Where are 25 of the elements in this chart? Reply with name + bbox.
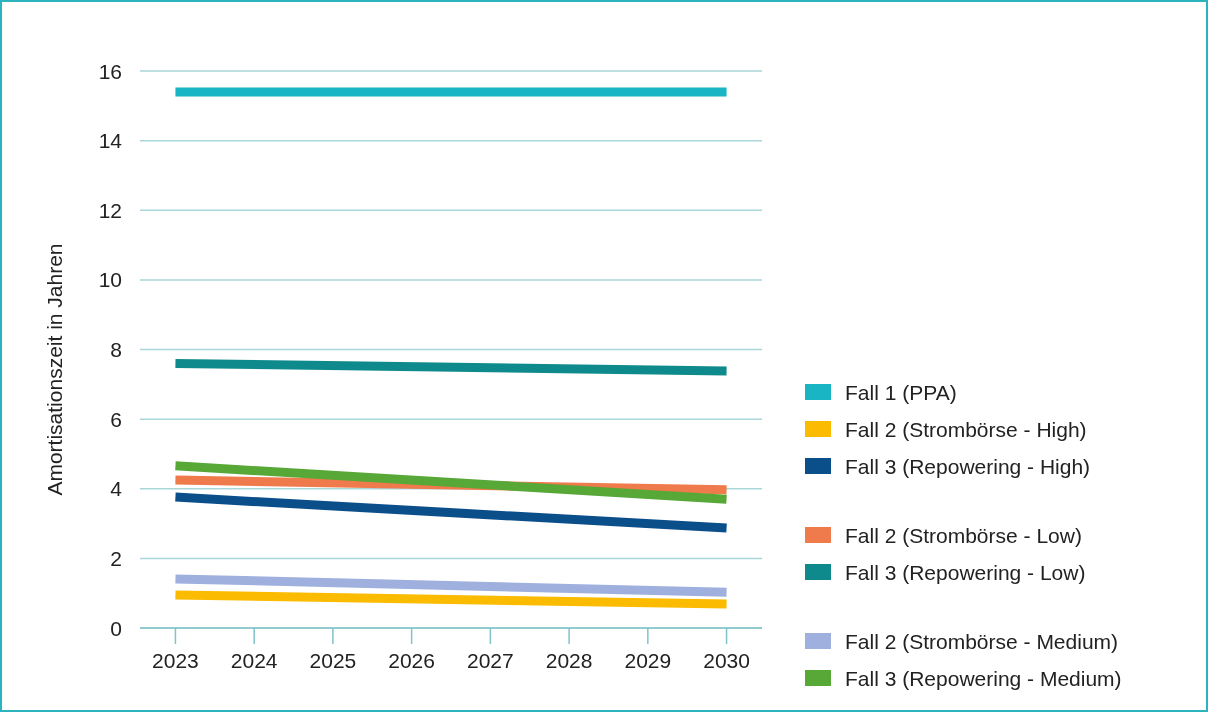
x-tick-label: 2030 — [703, 649, 750, 672]
legend-label: Fall 1 (PPA) — [845, 380, 957, 404]
y-tick-label: 2 — [110, 546, 122, 570]
x-tick-label: 2029 — [624, 649, 672, 672]
y-tick-label: 6 — [110, 407, 122, 431]
y-tick-label: 0 — [110, 616, 122, 640]
x-tick-label: 2026 — [388, 649, 435, 672]
y-tick-label: 12 — [98, 198, 122, 222]
y-tick-label: 14 — [98, 129, 123, 153]
y-axis-title: Amortisationszeit in Jahren — [43, 243, 66, 496]
x-tick-label: 2025 — [309, 649, 357, 672]
x-tick-label: 2027 — [467, 649, 514, 672]
y-tick-label: 8 — [110, 338, 122, 361]
legend-label: Fall 2 (Strombörse - Medium) — [845, 629, 1119, 653]
legend-label: Fall 3 (Repowering - Low) — [845, 560, 1086, 584]
y-tick-label: 10 — [98, 268, 122, 292]
x-tick-label: 2024 — [230, 649, 278, 672]
x-tick-label: 2023 — [152, 649, 199, 672]
y-tick-label: 4 — [110, 477, 123, 501]
x-tick-label: 2028 — [545, 649, 593, 672]
y-tick-label: 16 — [98, 59, 122, 83]
legend-label: Fall 2 (Strombörse - High) — [845, 417, 1087, 441]
legend-label: Fall 3 (Repowering - High) — [845, 454, 1091, 478]
legend-label: Fall 3 (Repowering - Medium) — [845, 666, 1122, 690]
legend-label: Fall 2 (Strombörse - Low) — [845, 523, 1082, 547]
